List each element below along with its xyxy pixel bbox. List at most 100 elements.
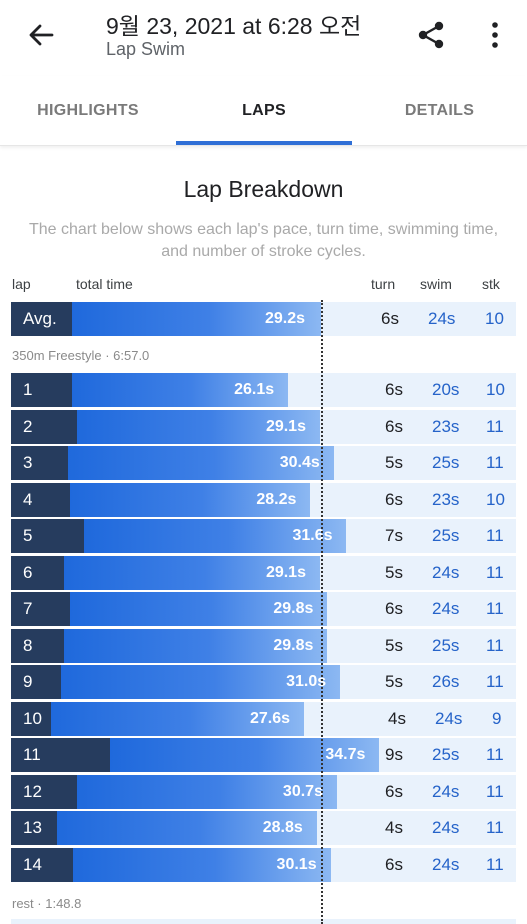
lap-total-time-bar — [61, 665, 341, 699]
column-header-stk: stk — [482, 276, 500, 292]
lap-swim-time: 24s — [432, 818, 460, 837]
more-options-button[interactable] — [480, 18, 510, 52]
share-button[interactable] — [414, 18, 448, 52]
lap-swim-time: 25s — [432, 636, 460, 655]
lap-total-time: 30.4s — [279, 454, 320, 471]
lap-turn-time: 5s — [385, 672, 403, 691]
lap-swim-time: 25s — [432, 526, 460, 545]
back-button[interactable] — [24, 18, 58, 52]
lap-swim-time: 24s — [432, 599, 460, 618]
set-summary-label: 350m Freestyle · 6:57.0 — [12, 348, 150, 363]
lap-stroke-count: 11 — [486, 599, 504, 618]
lap-number: 13 — [23, 818, 42, 837]
lap-total-time: 29.8s — [273, 637, 314, 654]
lap-total-time-bar — [68, 446, 334, 480]
lap-number: 5 — [23, 526, 33, 545]
lap-total-time: 29.8s — [273, 600, 314, 617]
lap-turn-time: 4s — [388, 709, 406, 728]
lap-number: 1 — [23, 380, 33, 399]
lap-index-block — [11, 556, 64, 590]
lap-turn-time: 6s — [385, 490, 403, 509]
lap-total-time: 31.0s — [286, 673, 327, 690]
lap-turn-time: 6s — [385, 417, 403, 436]
lap-stroke-count: 11 — [486, 563, 504, 582]
breakdown-title: Lap Breakdown — [183, 176, 344, 202]
lap-swim-time: 24s — [432, 563, 460, 582]
lap-turn-time: 5s — [385, 563, 403, 582]
lap-row: 7 29.8s 6s 24s 11 — [11, 592, 516, 626]
lap-stroke-count: 11 — [486, 782, 504, 801]
lap-row: 13 28.8s 4s 24s 11 — [11, 811, 516, 845]
lap-stroke-count: 11 — [486, 453, 504, 472]
lap-index-block — [11, 629, 64, 663]
lap-index-block — [11, 483, 70, 517]
tab-details[interactable]: DETAILS — [404, 102, 475, 119]
lap-index-block — [11, 848, 73, 882]
lap-stroke-count: 11 — [486, 745, 504, 764]
more-vert-icon — [492, 22, 498, 48]
lap-total-time-bar — [64, 629, 328, 663]
lap-number: 3 — [23, 453, 33, 472]
column-header-total-time: total time — [76, 276, 133, 292]
lap-total-time: 34.7s — [325, 746, 366, 763]
lap-number: 6 — [23, 563, 33, 582]
lap-index-block — [11, 592, 70, 626]
lap-total-time-bar — [51, 702, 304, 736]
lap-swim-time: 25s — [432, 453, 460, 472]
average-total-time: 29.2s — [265, 310, 306, 327]
lap-total-time-bar — [64, 556, 320, 590]
lap-total-time: 26.1s — [234, 381, 275, 398]
app-bar: 9월 23, 2021 at 6:28 오전 Lap Swim — [0, 0, 527, 72]
tab-laps[interactable]: LAPS — [242, 102, 286, 119]
average-row: Avg. 29.2s 6s 24s 10 — [11, 302, 516, 336]
lap-index-block — [11, 811, 57, 845]
tab-bar: HIGHLIGHTS LAPS DETAILS — [0, 76, 527, 146]
lap-number: 4 — [23, 490, 33, 509]
lap-stroke-count: 11 — [486, 417, 504, 436]
lap-number: 9 — [23, 672, 33, 691]
lap-row: 6 29.1s 5s 24s 11 — [11, 556, 516, 590]
lap-index-block — [11, 302, 72, 336]
lap-stroke-count: 11 — [486, 855, 504, 874]
lap-turn-time: 7s — [385, 526, 403, 545]
lap-index-block — [11, 519, 84, 553]
tab-highlights[interactable]: HIGHLIGHTS — [37, 102, 139, 119]
next-row-strip — [11, 919, 516, 924]
average-pace-line — [321, 300, 323, 924]
lap-turn-time: 5s — [385, 453, 403, 472]
average-turn-time: 6s — [381, 309, 399, 328]
column-header-lap: lap — [12, 276, 31, 292]
lap-total-time-bar — [73, 848, 331, 882]
lap-total-time: 31.6s — [292, 527, 333, 544]
breakdown-description: The chart below shows each lap's pace, t… — [28, 221, 499, 260]
lap-total-time-bar — [57, 811, 317, 845]
page-title: 9월 23, 2021 at 6:28 오전 — [106, 13, 362, 39]
lap-stroke-count: 11 — [486, 818, 504, 837]
lap-number: 7 — [23, 599, 33, 618]
lap-total-time-bar — [110, 738, 380, 772]
lap-total-time: 30.7s — [282, 783, 323, 800]
lap-total-time-bar — [70, 483, 311, 517]
lap-turn-time: 5s — [385, 636, 403, 655]
lap-total-time: 29.1s — [265, 418, 306, 435]
lap-total-time: 29.1s — [265, 564, 306, 581]
lap-turn-time: 6s — [385, 855, 403, 874]
active-tab-indicator — [176, 141, 352, 145]
page-subtitle: Lap Swim — [106, 39, 186, 59]
lap-stroke-count: 10 — [486, 380, 505, 399]
lap-turn-time: 6s — [385, 782, 403, 801]
column-header-turn: turn — [371, 276, 396, 292]
lap-row: 5 31.6s 7s 25s 11 — [11, 519, 516, 553]
lap-stroke-count: 11 — [486, 526, 504, 545]
lap-total-time-bar — [77, 410, 320, 444]
lap-row: 12 30.7s 6s 24s 11 — [11, 775, 516, 809]
lap-number: 14 — [23, 855, 42, 874]
lap-swim-time: 24s — [435, 709, 463, 728]
average-label: Avg. — [23, 309, 57, 328]
lap-total-time-bar — [77, 775, 337, 809]
lap-index-block — [11, 665, 61, 699]
lap-total-time-bar — [72, 373, 289, 407]
lap-index-block — [11, 775, 77, 809]
lap-swim-time: 26s — [432, 672, 460, 691]
lap-index-block — [11, 702, 51, 736]
